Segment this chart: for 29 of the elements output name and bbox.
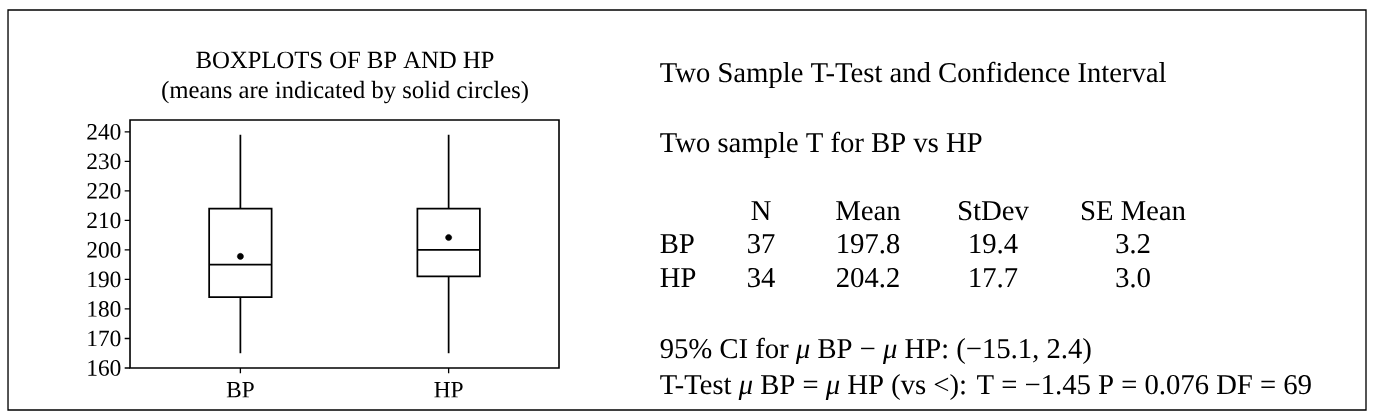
text: 204.2 (837, 267, 899, 288)
text: N (751, 201, 771, 220)
text: 3.0 (1116, 267, 1150, 288)
text: T-Test μ BP = μ HP (vs <): T = −1.45 P = 0.076 DF = 69 (660, 374, 1311, 401)
y-tick-label: 230 (87, 153, 121, 170)
text: 95% CI for μ BP − μ HP: (−15.1, 2.4) (660, 337, 1091, 365)
text: Mean (836, 201, 901, 221)
y-tick-label: 240 (87, 123, 121, 140)
text: BP (660, 234, 694, 254)
text: 19.4 (970, 234, 1018, 254)
text: 197.8 (838, 233, 900, 254)
y-tick-label: 190 (88, 271, 121, 288)
text: 37 (748, 234, 775, 254)
y-tick-label: 220 (87, 182, 121, 199)
text: 3.2 (1116, 234, 1150, 254)
y-tick-label: 180 (88, 301, 121, 317)
text: StDev (959, 201, 1029, 221)
text: Two Sample T-Test and Confidence Interval (660, 61, 1166, 89)
text: SE Mean (1081, 201, 1186, 221)
y-tick-label: 160 (88, 360, 121, 376)
text: 34 (748, 268, 775, 288)
chart-subtitle: (means are indicated by solid circles) (162, 80, 528, 104)
text: HP (660, 268, 696, 287)
text: 17.7 (970, 268, 1018, 288)
y-tick-label: 170 (88, 330, 121, 347)
text: Two sample T for BP vs HP (660, 131, 982, 159)
chart-title: BOXPLOTS OF BP AND HP (196, 51, 494, 69)
y-tick-label: 210 (87, 212, 121, 229)
y-tick-label: 200 (87, 242, 121, 258)
